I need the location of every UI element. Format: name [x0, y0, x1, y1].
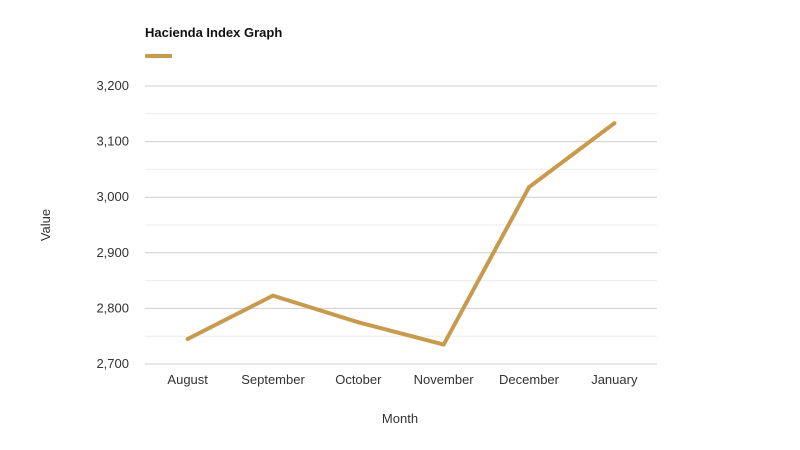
x-tick-label: November [414, 372, 475, 387]
y-axis-tick-labels: 2,700 2,800 2,900 3,000 3,100 3,200 [96, 78, 129, 371]
y-axis-label: Value [38, 209, 53, 241]
x-tick-label: December [499, 372, 560, 387]
x-tick-label: September [241, 372, 305, 387]
data-point [612, 121, 617, 126]
data-point [271, 293, 275, 298]
grid-lines [145, 85, 657, 365]
data-point [441, 342, 446, 347]
chart-title: Hacienda Index Graph [145, 25, 283, 40]
x-tick-label: August [167, 372, 208, 387]
x-tick-label: January [591, 372, 638, 387]
y-tick-label: 3,100 [96, 134, 129, 149]
y-tick-label: 3,000 [96, 189, 129, 204]
y-tick-label: 2,800 [96, 300, 129, 315]
data-point [356, 320, 361, 325]
x-tick-label: October [335, 372, 382, 387]
y-tick-label: 3,200 [96, 78, 129, 93]
x-axis-tick-labels: August September October November December Ja… [167, 372, 638, 387]
data-point [185, 336, 190, 341]
series-group [185, 121, 617, 347]
y-tick-label: 2,900 [96, 245, 129, 260]
series-line [185, 121, 617, 347]
legend-swatch [145, 54, 172, 58]
data-point [527, 185, 531, 190]
y-tick-label: 2,700 [96, 356, 129, 371]
x-axis-label: Month [382, 411, 418, 426]
